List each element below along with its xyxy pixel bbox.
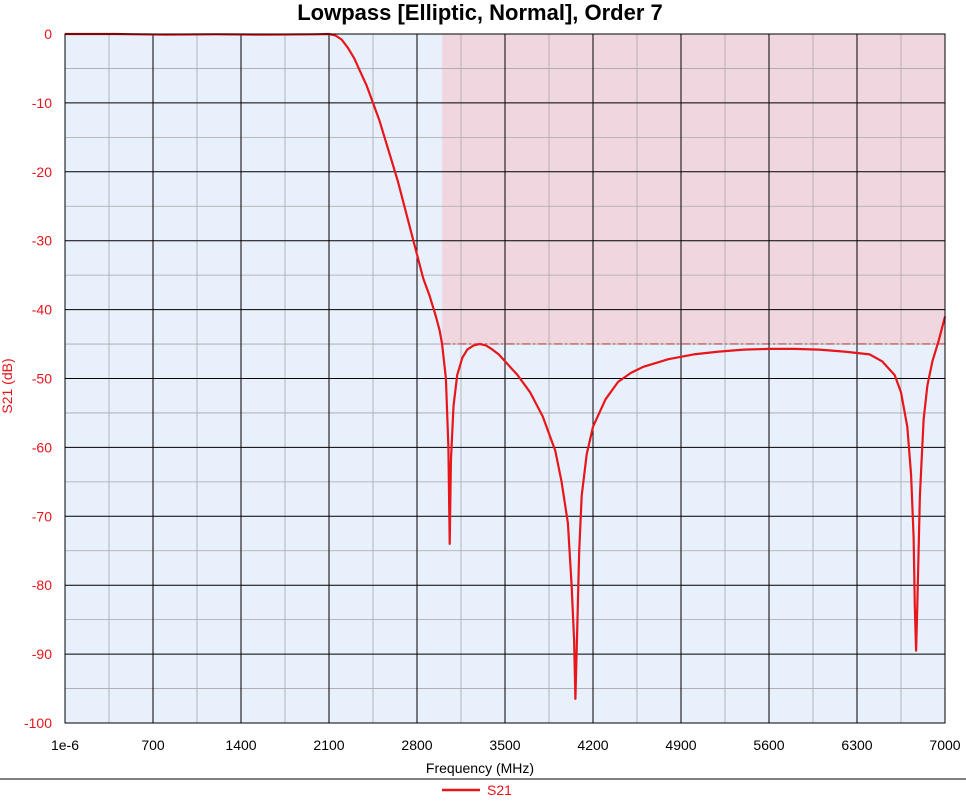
y-tick-label: -40	[32, 302, 52, 318]
x-tick-label: 4900	[665, 737, 696, 753]
series-line-s21	[65, 32, 947, 700]
x-tick-label: 700	[141, 737, 165, 753]
x-axis-label: Frequency (MHz)	[426, 760, 534, 776]
y-tick-label: -20	[32, 164, 52, 180]
grid-layer	[65, 34, 945, 723]
y-tick-label: -80	[32, 577, 52, 593]
y-tick-label: -50	[32, 371, 52, 387]
y-tick-label: -90	[32, 646, 52, 662]
x-tick-labels: 1e-6 700 1400 2100 2800 3500 4200 4900 5600 6300 7…	[51, 737, 961, 753]
y-tick-label: 0	[44, 26, 52, 42]
series-layer	[65, 32, 947, 700]
y-tick-label: -100	[24, 715, 52, 731]
x-tick-label: 1e-6	[51, 737, 79, 753]
y-tick-labels: 0 -10 -20 -30 -40 -50 -60 -70 -80 -90 -100	[24, 26, 52, 731]
plot-border	[64, 33, 946, 724]
stopband-mask-area	[442, 34, 945, 345]
x-tick-label: 3500	[489, 737, 520, 753]
y-tick-label: -60	[32, 439, 52, 455]
chart-title: Lowpass [Elliptic, Normal], Order 7	[297, 0, 663, 25]
stopband-mask-layer	[442, 34, 945, 345]
x-tick-label: 7000	[929, 737, 960, 753]
y-tick-label: -10	[32, 95, 52, 111]
x-tick-label: 1400	[225, 737, 256, 753]
legend-label-s21: S21	[487, 782, 512, 798]
x-tick-label: 2800	[401, 737, 432, 753]
x-tick-label: 6300	[841, 737, 872, 753]
x-tick-label: 5600	[753, 737, 784, 753]
y-tick-label: -70	[32, 508, 52, 524]
y-axis-label: S21 (dB)	[0, 358, 15, 413]
x-tick-label: 4200	[577, 737, 608, 753]
x-tick-label: 2100	[313, 737, 344, 753]
y-tick-label: -30	[32, 233, 52, 249]
